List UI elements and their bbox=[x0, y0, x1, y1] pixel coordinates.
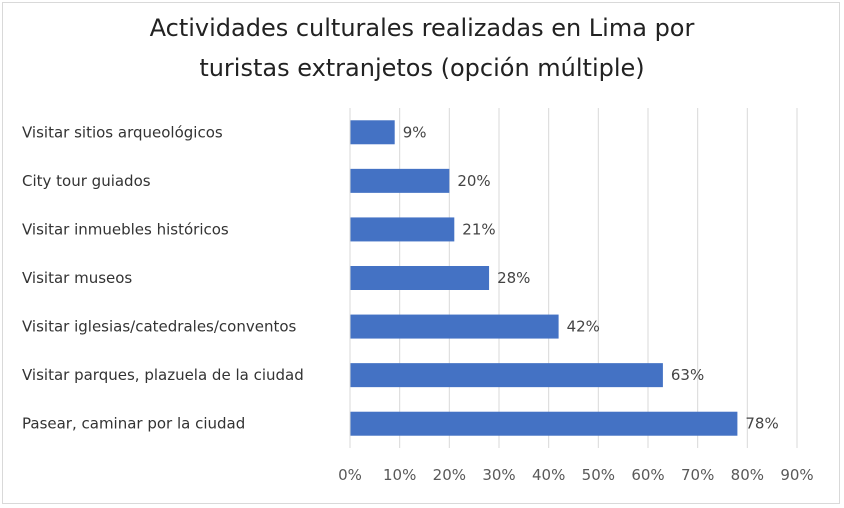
x-tick-label: 10% bbox=[383, 466, 416, 484]
category-label: Visitar sitios arqueológicos bbox=[22, 123, 223, 141]
x-tick-label: 70% bbox=[681, 466, 714, 484]
category-label: Visitar parques, plazuela de la ciudad bbox=[22, 366, 304, 384]
bar bbox=[350, 411, 738, 436]
data-label: 28% bbox=[497, 269, 530, 287]
data-label: 20% bbox=[457, 172, 490, 190]
data-label: 21% bbox=[462, 220, 495, 238]
category-label: Pasear, caminar por la ciudad bbox=[22, 415, 245, 433]
x-tick-label: 90% bbox=[780, 466, 813, 484]
x-tick-label: 20% bbox=[433, 466, 466, 484]
data-label: 42% bbox=[567, 318, 600, 336]
bar bbox=[350, 266, 490, 290]
x-tick-label: 80% bbox=[731, 466, 764, 484]
category-label: Visitar iglesias/catedrales/conventos bbox=[22, 318, 297, 336]
data-label: 63% bbox=[671, 366, 704, 384]
x-tick-label: 40% bbox=[532, 466, 565, 484]
category-label: Visitar inmuebles históricos bbox=[22, 220, 229, 238]
x-tick-label: 50% bbox=[582, 466, 615, 484]
bar bbox=[350, 217, 455, 242]
category-label: City tour guiados bbox=[22, 172, 151, 190]
x-tick-label: 0% bbox=[338, 466, 362, 484]
category-label: Visitar museos bbox=[22, 269, 132, 287]
data-label: 78% bbox=[745, 415, 778, 433]
data-label: 9% bbox=[403, 123, 427, 141]
title-line-2: turistas extranjetos (opción múltiple) bbox=[199, 54, 645, 82]
title-line-1: Actividades culturales realizadas en Lim… bbox=[149, 14, 695, 42]
bar bbox=[350, 168, 450, 193]
chart-title: Actividades culturales realizadas en Lim… bbox=[0, 8, 844, 88]
bar bbox=[350, 363, 663, 388]
bar bbox=[350, 120, 395, 145]
x-tick-label: 60% bbox=[631, 466, 664, 484]
x-tick-label: 30% bbox=[482, 466, 515, 484]
bar bbox=[350, 314, 559, 339]
